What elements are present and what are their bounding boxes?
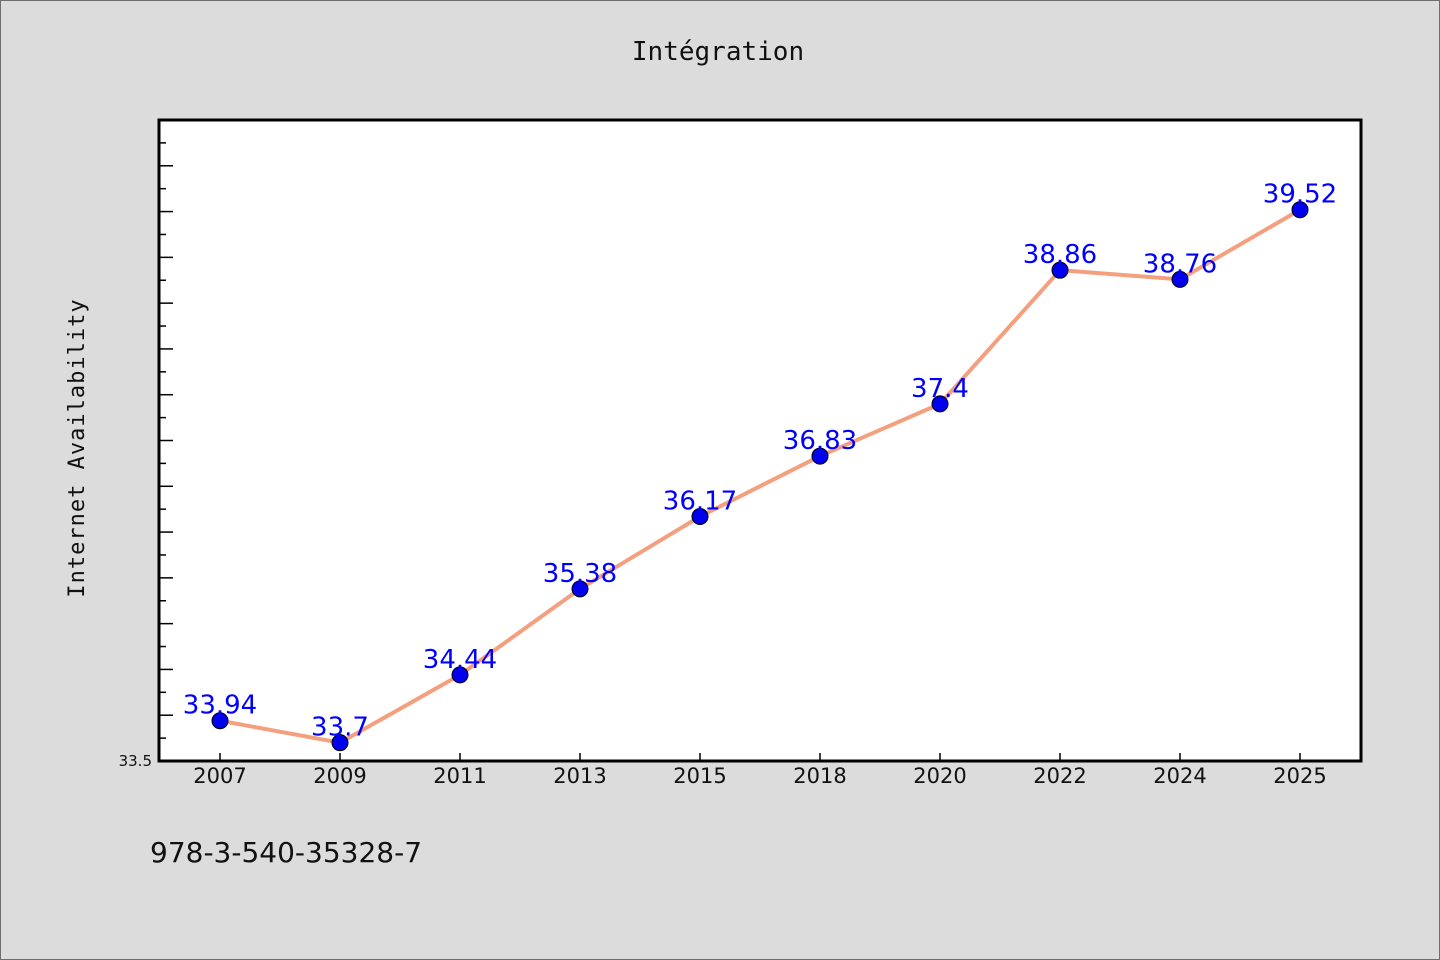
- data-point: [1051, 261, 1069, 279]
- x-axis-ticks: 2007 2009 2011 2013 2015 2018 2020 2022 2024 2025: [193, 753, 1327, 788]
- data-point: [331, 734, 349, 752]
- data-label: 38.76: [1143, 249, 1217, 279]
- series-line: [219, 208, 1302, 745]
- x-tick-label: 2011: [433, 764, 486, 788]
- plot-area: [159, 120, 1361, 761]
- data-label: 36.83: [783, 426, 857, 456]
- x-tick-label: 2013: [553, 764, 606, 788]
- data-label: 36.17: [663, 487, 737, 517]
- x-tick-label: 2022: [1033, 764, 1086, 788]
- plot-border: [157, 118, 1363, 763]
- data-label: 37.4: [911, 374, 969, 404]
- x-tick-label: 2020: [913, 764, 966, 788]
- x-tick-label: 2025: [1273, 764, 1326, 788]
- data-point: [691, 508, 709, 526]
- data-label: 39.52: [1263, 180, 1337, 210]
- data-label: 38.86: [1023, 240, 1097, 270]
- x-tick-label: 2018: [793, 764, 846, 788]
- chart-title: Intégration: [632, 37, 804, 67]
- data-point: [811, 447, 829, 465]
- x-tick-label: 2024: [1153, 764, 1206, 788]
- data-point: [931, 395, 949, 413]
- data-point: [211, 712, 229, 730]
- footnote: 978-3-540-35328-7: [150, 836, 422, 869]
- data-label: 33.7: [311, 713, 369, 743]
- data-point: [1291, 201, 1309, 219]
- data-label: 35.38: [543, 559, 617, 589]
- x-tick-label: 2015: [673, 764, 726, 788]
- data-label: 33.94: [183, 691, 257, 721]
- x-tick-label: 2009: [313, 764, 366, 788]
- x-tick-label: 2007: [193, 764, 246, 788]
- series-layer: 33.94 33.7 34.44 35.38 36.17 36.83 37.4 38.86 38…: [183, 180, 1337, 752]
- data-point: [571, 580, 589, 598]
- data-label: 34.44: [423, 645, 497, 675]
- y-tick-label: 33.5: [119, 752, 152, 770]
- data-point: [451, 666, 469, 684]
- y-axis-label: Internet Availability: [65, 298, 90, 597]
- data-point: [1171, 270, 1189, 288]
